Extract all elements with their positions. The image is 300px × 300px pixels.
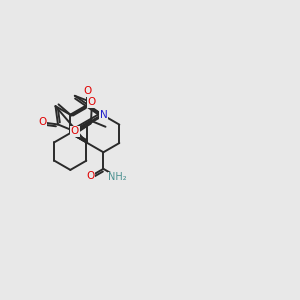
Text: O: O [71,127,79,136]
Text: O: O [38,117,46,128]
Text: O: O [86,171,95,181]
Text: O: O [88,98,96,107]
Text: N: N [100,110,107,120]
Text: O: O [83,86,92,96]
Text: NH₂: NH₂ [108,172,127,182]
